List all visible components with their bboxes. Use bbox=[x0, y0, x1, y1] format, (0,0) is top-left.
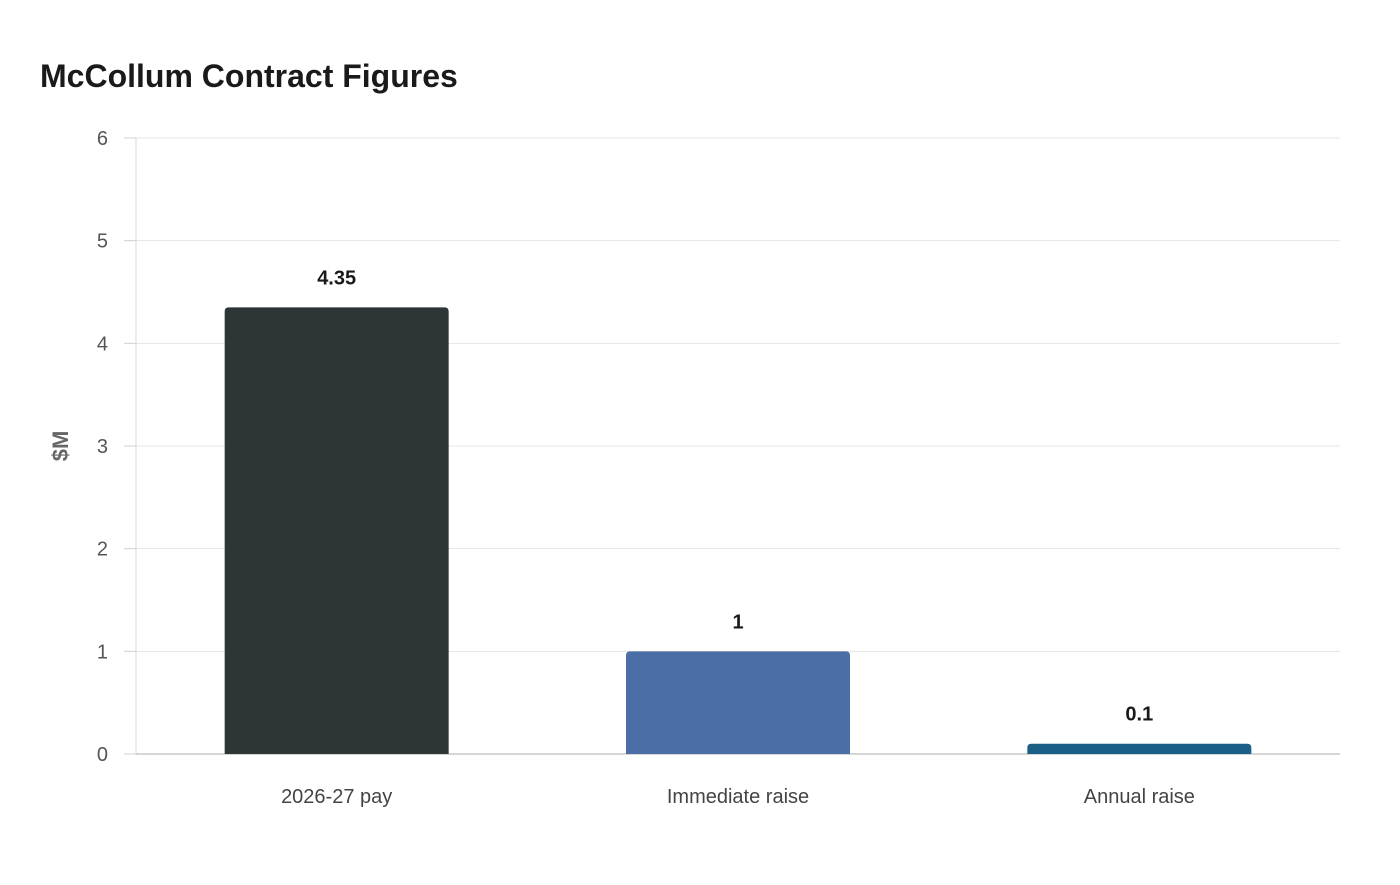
bar-3 bbox=[1027, 743, 1252, 754]
y-tick-label: 6 bbox=[97, 128, 108, 150]
y-axis-label: $M bbox=[48, 431, 73, 462]
y-tick-label: 0 bbox=[97, 744, 108, 766]
data-label: 4.35 bbox=[317, 267, 356, 289]
data-label: 1 bbox=[732, 611, 743, 633]
x-tick-label: Annual raise bbox=[1084, 786, 1195, 808]
y-tick-label: 1 bbox=[97, 641, 108, 663]
bar-1 bbox=[224, 307, 449, 754]
x-tick-label: 2026-27 pay bbox=[281, 786, 392, 808]
y-tick-label: 3 bbox=[97, 436, 108, 458]
y-tick-label: 5 bbox=[97, 231, 108, 253]
x-tick-label: Immediate raise bbox=[667, 786, 809, 808]
data-label: 0.1 bbox=[1125, 704, 1153, 726]
bar-2 bbox=[626, 651, 850, 754]
y-tick-label: 4 bbox=[97, 333, 108, 355]
y-tick-label: 2 bbox=[97, 539, 108, 561]
chart-title: McCollum Contract Figures bbox=[40, 58, 458, 94]
